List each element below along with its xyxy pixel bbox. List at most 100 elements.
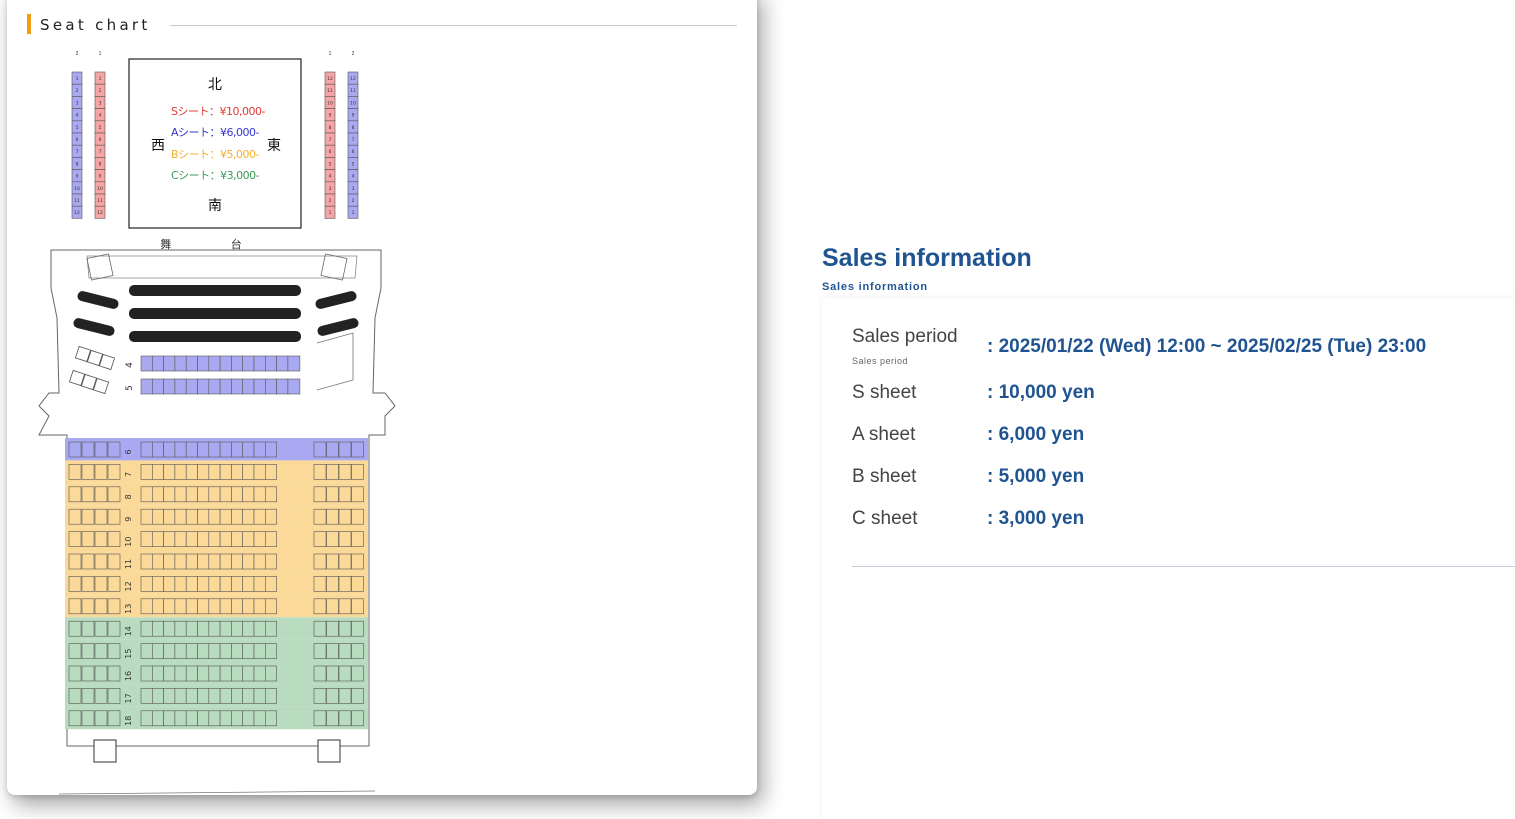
seat xyxy=(208,531,221,547)
seat xyxy=(231,620,243,637)
seat xyxy=(208,378,221,395)
seat xyxy=(313,665,327,682)
price-value: : 3,000 yen xyxy=(987,508,1085,529)
legend-a: Aシート：¥6,000- xyxy=(171,126,260,139)
seat-number: 6 xyxy=(99,137,102,143)
side-seat xyxy=(98,353,116,371)
seat xyxy=(185,464,198,480)
seat xyxy=(152,688,164,704)
seat xyxy=(338,665,352,682)
compass-south: 南 xyxy=(208,198,222,214)
seat xyxy=(351,508,364,525)
seat xyxy=(107,710,121,727)
seat xyxy=(208,464,221,480)
seat xyxy=(185,665,198,682)
seat xyxy=(68,531,82,547)
seat xyxy=(338,464,352,480)
seat xyxy=(231,598,243,615)
seat xyxy=(94,665,108,682)
seat xyxy=(94,531,108,547)
balcony-seat xyxy=(94,205,106,219)
seat xyxy=(81,508,95,525)
compass-north: 北 xyxy=(208,77,222,93)
seat xyxy=(81,598,95,615)
seat xyxy=(197,355,210,372)
seat xyxy=(219,598,232,615)
seat xyxy=(152,553,164,570)
seat xyxy=(313,620,327,637)
seat xyxy=(326,665,339,682)
seat xyxy=(326,598,339,615)
seat xyxy=(242,620,255,637)
row-label: 17 xyxy=(124,693,133,703)
seat xyxy=(231,508,243,525)
seat-number: 7 xyxy=(352,137,355,143)
seat xyxy=(152,441,164,458)
seat xyxy=(219,531,232,547)
seat xyxy=(81,688,95,704)
legend-box xyxy=(128,58,302,229)
row-label: 18 xyxy=(124,716,133,726)
seat xyxy=(219,710,232,727)
seat xyxy=(351,576,364,592)
seat xyxy=(253,355,266,372)
seat xyxy=(174,710,187,727)
unavailable-row xyxy=(73,318,115,336)
seat xyxy=(107,576,121,592)
seat xyxy=(351,665,364,682)
seat xyxy=(81,665,95,682)
seat xyxy=(140,355,153,372)
seat-number: 10 xyxy=(350,100,356,106)
seat xyxy=(140,598,153,615)
side-seat xyxy=(74,345,92,363)
seat-chart-header: Seat chart xyxy=(27,14,737,34)
seat xyxy=(81,531,95,547)
seat xyxy=(94,598,108,615)
seat xyxy=(94,643,108,659)
side-seat xyxy=(68,369,86,387)
seat xyxy=(68,710,82,727)
seat xyxy=(208,486,221,503)
seat xyxy=(242,531,255,547)
sales-info-subtitle: Sales information xyxy=(822,281,928,293)
price-value: : 5,000 yen xyxy=(987,466,1085,487)
balcony-right-col-label: 1 xyxy=(329,51,332,57)
seat xyxy=(313,441,327,458)
legend-s: Sシート：¥10,000- xyxy=(171,105,265,118)
seat xyxy=(313,643,327,659)
seat-layer: 1234567891011121234567891011121211109876… xyxy=(65,71,368,730)
seat xyxy=(208,710,221,727)
seat xyxy=(338,508,352,525)
seat xyxy=(253,464,266,480)
stage-label: 舞 台 xyxy=(160,237,270,251)
seat xyxy=(219,576,232,592)
seat xyxy=(219,553,232,570)
seat xyxy=(197,598,210,615)
seat xyxy=(174,441,187,458)
seat xyxy=(163,486,176,503)
seat xyxy=(338,620,352,637)
seat xyxy=(163,464,176,480)
seat xyxy=(264,576,277,592)
seat-number: 3 xyxy=(99,100,102,106)
balcony-left-col-label: 2 xyxy=(76,51,79,57)
seat xyxy=(253,576,266,592)
seat xyxy=(242,643,255,659)
seat xyxy=(264,688,277,704)
seat xyxy=(81,620,95,637)
seat-number: 4 xyxy=(99,113,102,119)
seat-number: 7 xyxy=(99,149,102,155)
seat xyxy=(338,688,352,704)
seat xyxy=(253,688,266,704)
seat xyxy=(68,688,82,704)
seat xyxy=(107,553,121,570)
seat xyxy=(351,531,364,547)
seat xyxy=(197,378,210,395)
seat xyxy=(351,643,364,659)
seat xyxy=(219,378,232,395)
seat xyxy=(107,464,121,480)
row-label: 15 xyxy=(124,649,133,659)
seat xyxy=(107,598,121,615)
seat-number: 1 xyxy=(352,210,355,216)
seat xyxy=(208,665,221,682)
